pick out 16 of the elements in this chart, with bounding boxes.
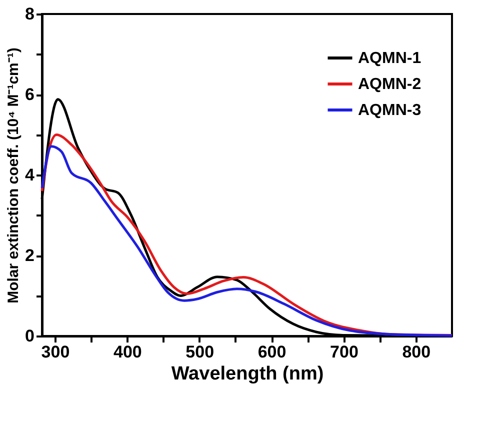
y-tick-label: 6 bbox=[25, 85, 34, 104]
y-tick-label: 0 bbox=[25, 326, 34, 346]
legend-label: AQMN-2 bbox=[358, 76, 422, 93]
x-tick-label: 700 bbox=[330, 342, 358, 362]
y-axis-title: Molar extinction coeff. (10⁴ M⁻¹cm⁻¹) bbox=[5, 48, 22, 304]
x-tick-label: 300 bbox=[41, 342, 70, 362]
x-tick-label: 800 bbox=[402, 342, 431, 362]
x-tick-label: 600 bbox=[258, 342, 286, 362]
x-tick-label: 500 bbox=[186, 342, 214, 362]
legend-label: AQMN-3 bbox=[358, 102, 422, 119]
y-tick-label: 4 bbox=[25, 166, 36, 184]
x-axis-title: Wavelength (nm) bbox=[171, 364, 324, 384]
x-tick-label: 400 bbox=[113, 342, 142, 362]
legend-label: AQMN-1 bbox=[358, 50, 422, 67]
y-tick-label: 8 bbox=[25, 4, 34, 24]
y-tick-label: 2 bbox=[25, 246, 34, 265]
